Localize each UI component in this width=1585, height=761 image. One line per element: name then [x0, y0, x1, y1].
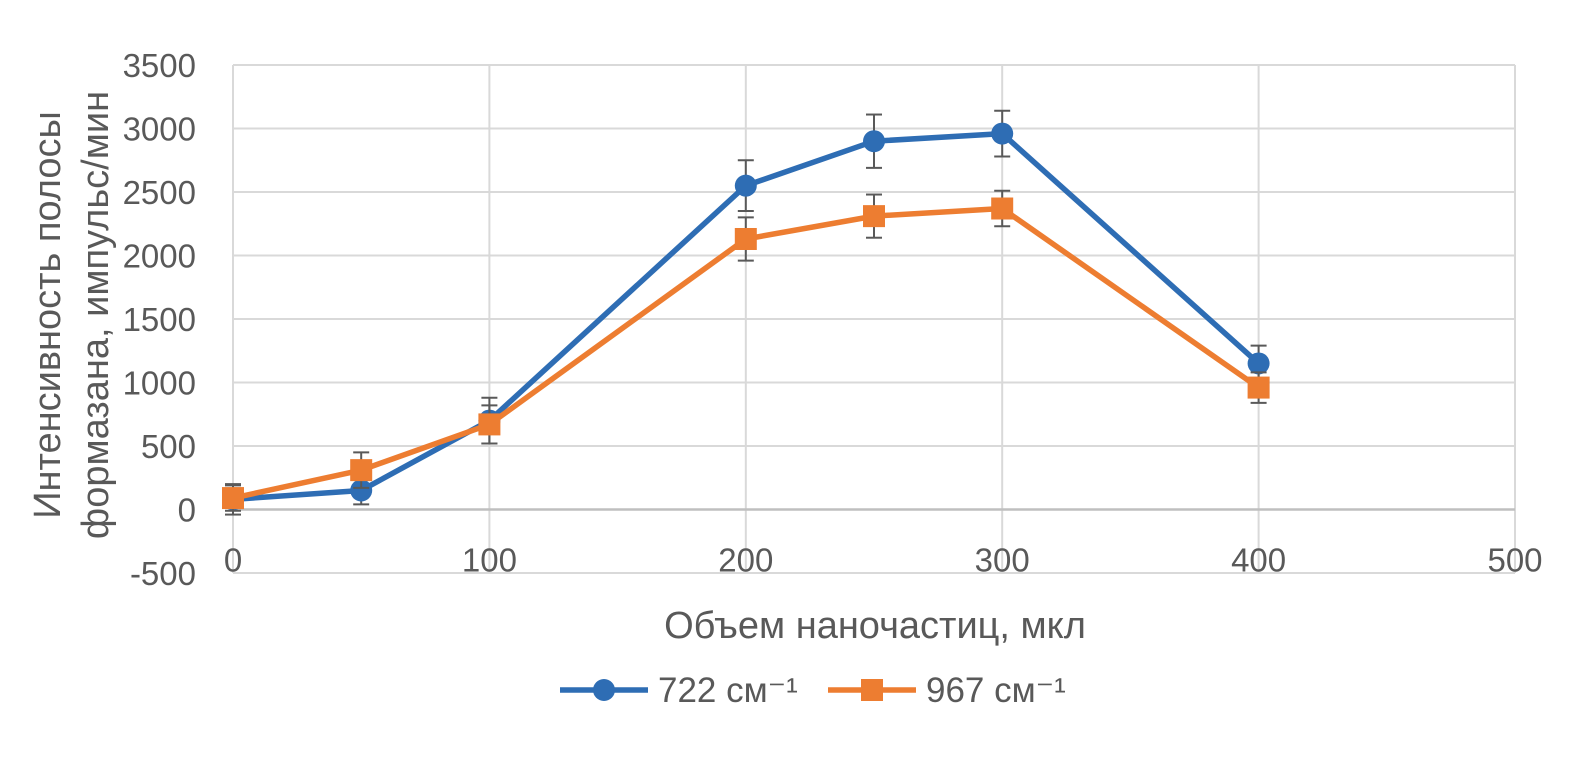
x-tick-label: 300: [975, 542, 1030, 579]
data-point: [863, 205, 885, 228]
legend: 722 см⁻¹ 967 см⁻¹: [560, 671, 1066, 710]
data-point: [478, 413, 501, 436]
legend-item-0: 722 см⁻¹: [560, 671, 798, 710]
legend-item-1: 967 см⁻¹: [828, 671, 1066, 710]
data-point: [1247, 352, 1270, 375]
x-axis-title: Объем наночастиц, мкл: [664, 605, 1086, 647]
y-tick-label: 3500: [123, 47, 196, 84]
x-tick-labels: 0 100 200 300 400 500: [224, 542, 1543, 579]
y-axis-title-line-2: формазана, импульс/мин: [75, 91, 117, 539]
y-tick-label: 1500: [123, 301, 196, 338]
y-tick-label: 0: [178, 492, 196, 529]
series-1: [222, 189, 1270, 512]
x-tick-label: 0: [224, 542, 242, 579]
y-tick-label: 3000: [123, 111, 196, 148]
legend-marker: [861, 679, 883, 701]
series-layer: [222, 109, 1270, 516]
y-axis-title: Интенсивность полосы формазана, импульс/…: [27, 91, 117, 539]
y-tick-label: 500: [141, 428, 196, 465]
data-point: [734, 227, 757, 250]
data-point: [991, 197, 1014, 220]
legend-label: 722 см⁻¹: [658, 671, 798, 710]
y-tick-label: 2500: [123, 174, 196, 211]
legend-marker: [593, 679, 615, 701]
data-point: [991, 122, 1014, 145]
data-point: [222, 487, 244, 510]
y-tick-label: 1000: [123, 365, 196, 402]
x-tick-label: 100: [462, 542, 517, 579]
legend-label: 967 см⁻¹: [926, 671, 1066, 710]
y-tick-label: 2000: [123, 238, 196, 275]
data-point: [734, 174, 757, 197]
y-tick-labels: -500 0 500 1000 1500 2000 2500 3000 3500: [123, 47, 196, 592]
y-tick-label: -500: [130, 555, 196, 592]
y-axis-title-line-1: Интенсивность полосы: [27, 111, 69, 519]
x-tick-label: 400: [1231, 542, 1286, 579]
x-tick-label: 200: [718, 542, 773, 579]
data-point: [1247, 376, 1270, 399]
data-point: [350, 459, 373, 482]
data-point: [863, 130, 885, 153]
data-point: [350, 479, 373, 502]
x-tick-label: 500: [1487, 542, 1542, 579]
